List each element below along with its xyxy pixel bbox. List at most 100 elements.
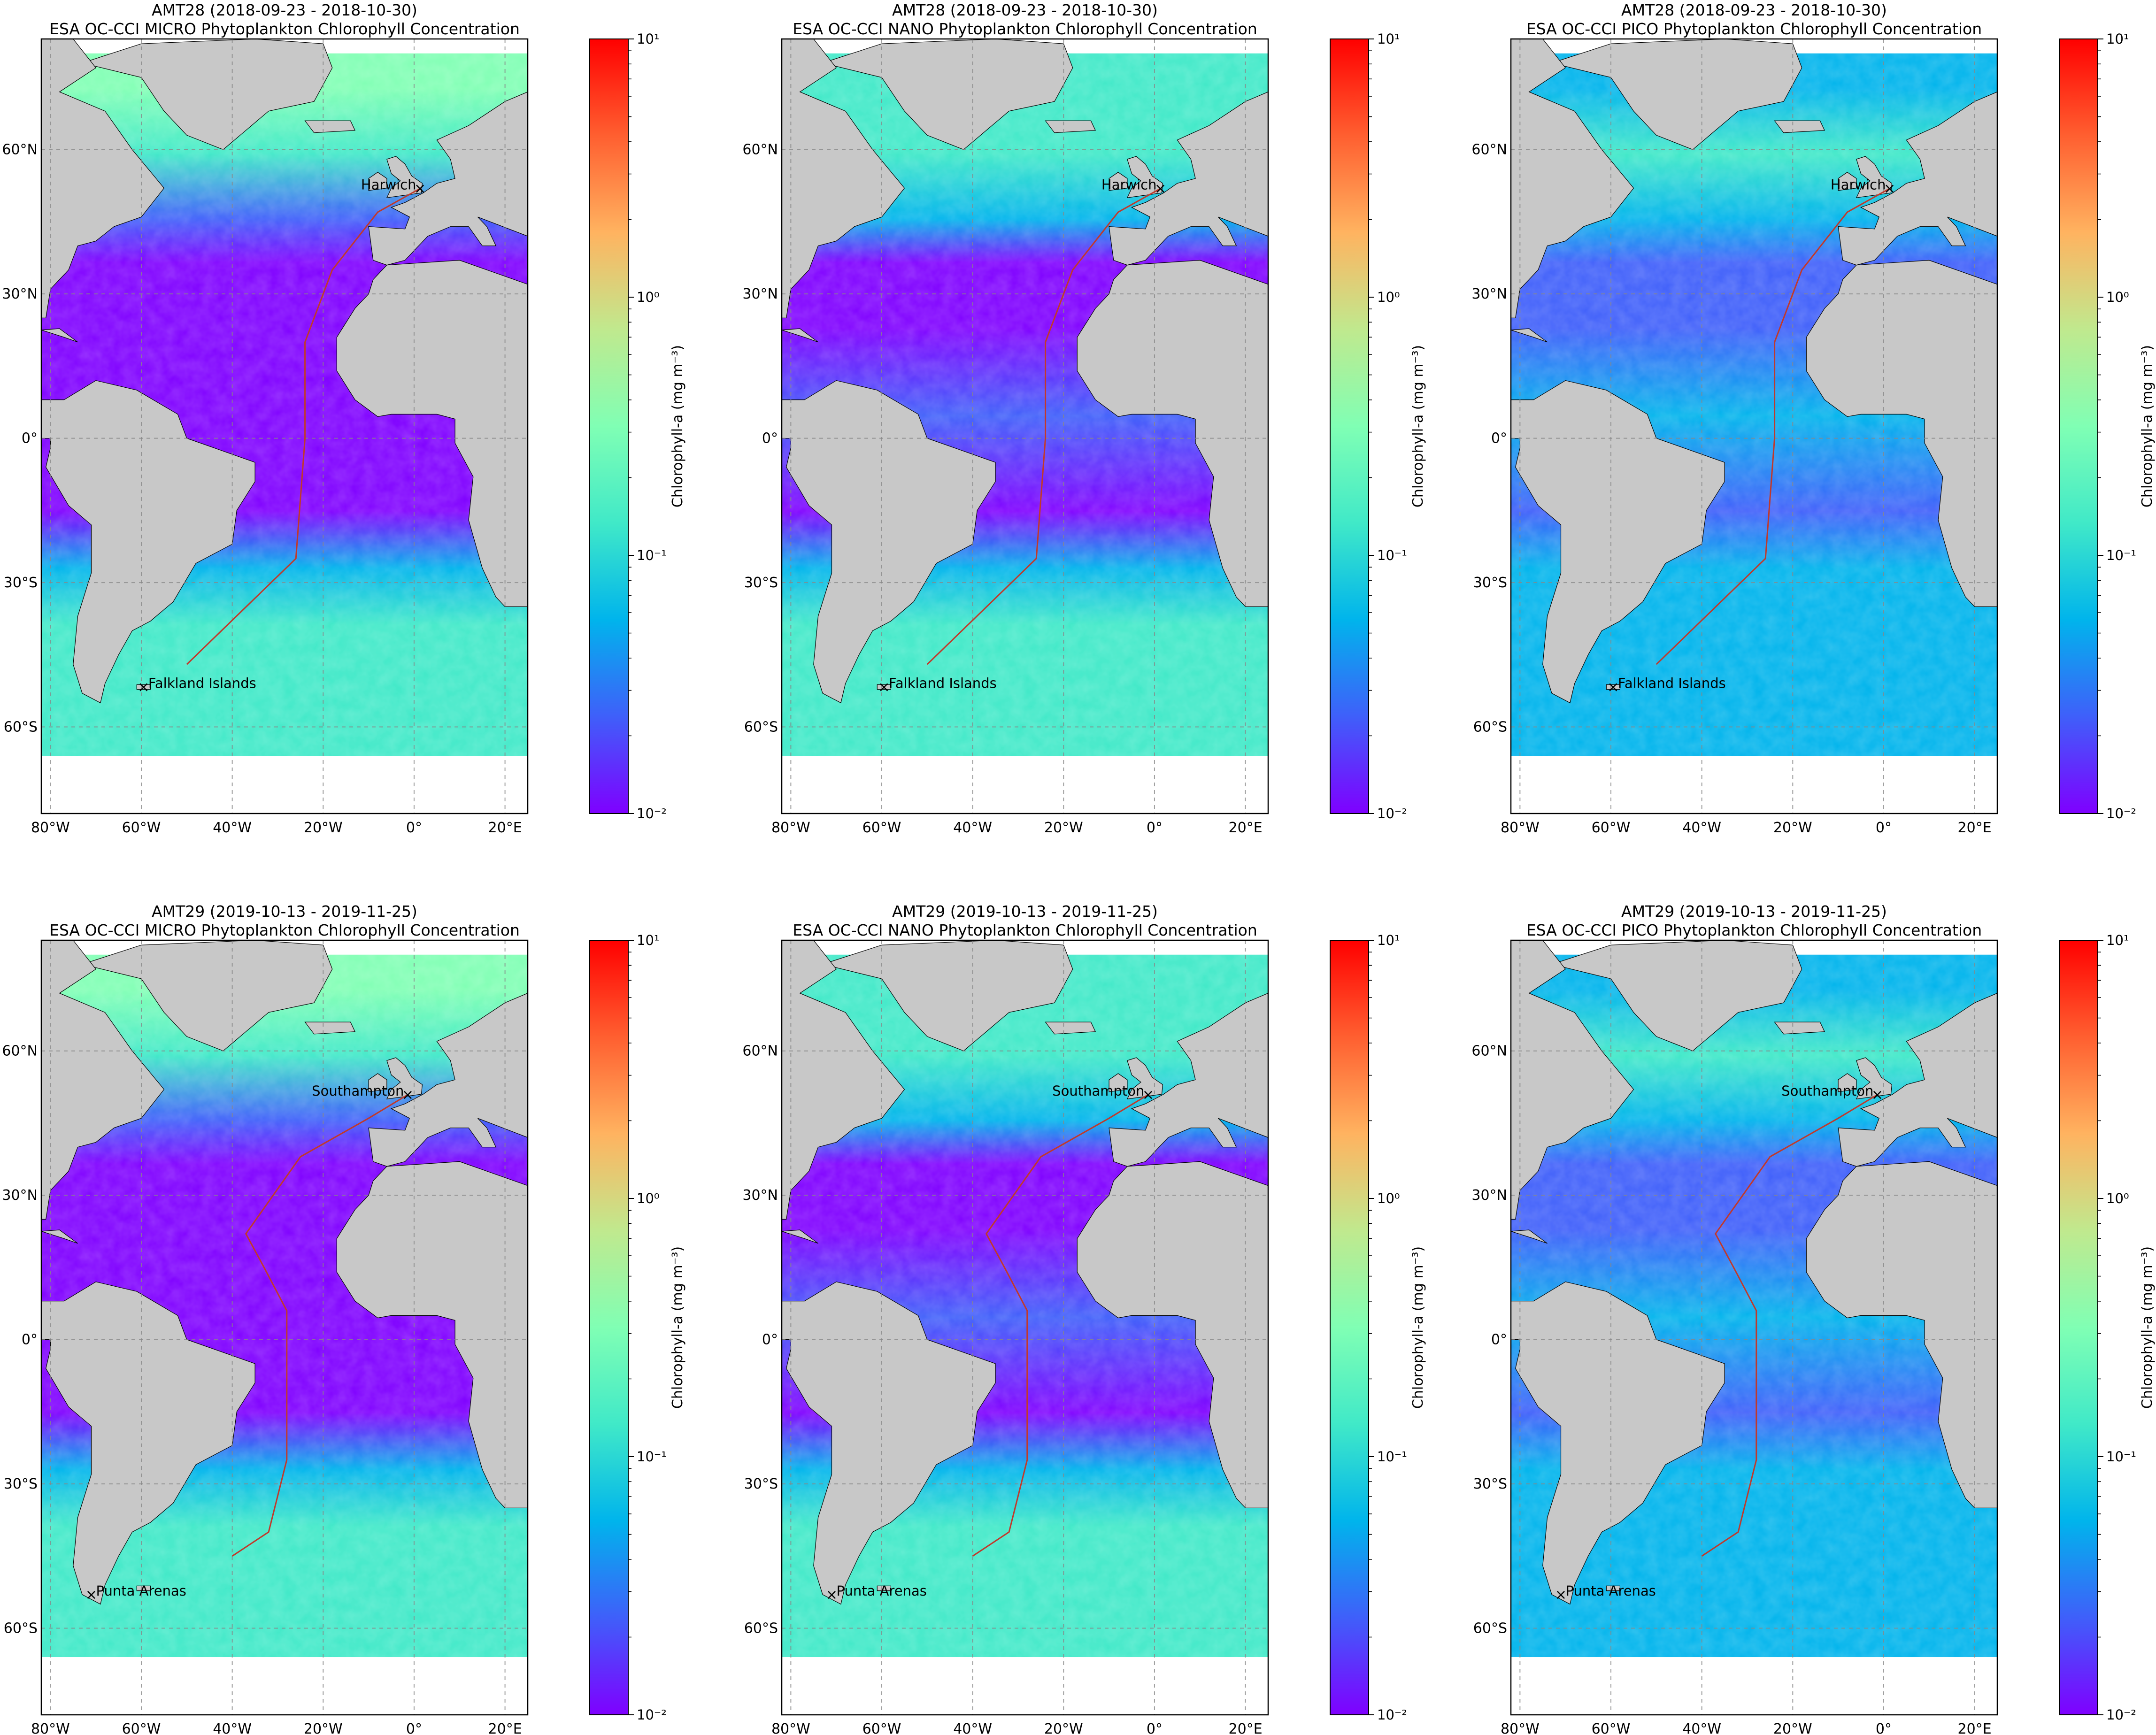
port-north-label: Harwich	[1101, 177, 1157, 193]
landmass-falklands	[1606, 684, 1620, 690]
colorbar-tick-label: 10⁻²	[637, 1707, 667, 1723]
map-area: ×Harwich×Falkland Islands	[41, 39, 528, 814]
cruise-track	[1701, 1094, 1878, 1557]
colorbar-tick-label: 10¹	[1377, 31, 1400, 47]
panel-title-line2: ESA OC-CCI PICO Phytoplankton Chlorophyl…	[1526, 20, 1982, 38]
landmass-iceland	[1774, 120, 1825, 133]
landmass-europe	[1109, 993, 1268, 1167]
map-area: ×Southampton×Punta Arenas	[1511, 940, 1997, 1715]
lon-tick-label: 60°W	[122, 1721, 161, 1735]
port-south-marker: ×	[878, 679, 890, 695]
landmass-africa	[1806, 1161, 1997, 1508]
lon-tick-label: 20°W	[1044, 1721, 1083, 1735]
landmass-europe	[1838, 92, 1997, 266]
map-frame	[40, 939, 529, 1716]
lon-tick-label: 20°W	[1773, 1721, 1812, 1735]
landmass-falklands	[136, 684, 151, 690]
panel-title-line1: AMT29 (2019-10-13 - 2019-11-25)	[1621, 902, 1887, 921]
landmass-southAmerica	[1511, 380, 1725, 704]
colorbar-tick-label: 10⁰	[1377, 289, 1400, 305]
colorbar-tick-label: 10¹	[2106, 932, 2129, 948]
landmass-northAmerica	[41, 39, 165, 318]
colorbar-tick-label: 10⁻²	[2106, 1707, 2136, 1723]
lat-tick-label: 0°	[22, 430, 38, 447]
map-panel: AMT28 (2018-09-23 - 2018-10-30)ESA OC-CC…	[742, 1, 1426, 836]
panel-title-line1: AMT28 (2018-09-23 - 2018-10-30)	[1621, 1, 1887, 19]
lat-tick-label: 60°S	[4, 1620, 38, 1637]
landmass-iceland	[1045, 1021, 1096, 1035]
lat-tick-label: 60°N	[1471, 142, 1507, 158]
lat-tick-label: 30°S	[4, 575, 38, 591]
cruise-track	[186, 188, 421, 665]
lon-tick-label: 20°E	[488, 820, 522, 836]
lon-tick-label: 20°E	[1958, 820, 1992, 836]
map-frame	[781, 38, 1269, 814]
landmass-southAmerica	[41, 1281, 255, 1605]
port-south-marker: ×	[1555, 1587, 1567, 1603]
colorbar: 10⁻² 10⁻¹ 10⁰ 10¹ Chlorophyll-a (mg m⁻³)	[589, 31, 686, 821]
landmass-ireland	[1109, 1073, 1128, 1092]
lat-tick-label: 30°S	[4, 1476, 38, 1492]
landmass-ireland	[368, 172, 387, 191]
port-south-label: Falkland Islands	[148, 675, 256, 691]
colorbar-tick-label: 10⁻¹	[637, 547, 667, 563]
lon-tick-label: 40°W	[953, 1721, 992, 1735]
landmass-northAmerica	[1511, 39, 1634, 318]
landmass-europe	[1838, 993, 1997, 1167]
lon-tick-label: 60°W	[862, 1721, 901, 1735]
lat-tick-label: 60°S	[1473, 1620, 1507, 1637]
panel-title-line1: AMT28 (2018-09-23 - 2018-10-30)	[152, 1, 417, 19]
lat-tick-label: 0°	[22, 1332, 38, 1348]
landmass-greenland	[81, 39, 333, 150]
colorbar: 10⁻² 10⁻¹ 10⁰ 10¹ Chlorophyll-a (mg m⁻³)	[1330, 31, 1426, 821]
landmass-africa	[336, 260, 528, 607]
landmass-northAmerica	[1511, 940, 1634, 1220]
landmass-iceland	[304, 1021, 356, 1035]
lon-tick-label: 0°	[1147, 820, 1163, 836]
landmass-southAmerica	[782, 380, 996, 704]
lon-tick-label: 0°	[406, 820, 422, 836]
cruise-track	[231, 1094, 408, 1557]
landmass-northAmerica	[782, 940, 905, 1220]
lat-tick-label: 0°	[1491, 430, 1507, 447]
panel-title-line2: ESA OC-CCI NANO Phytoplankton Chlorophyl…	[793, 20, 1257, 38]
lon-tick-label: 60°W	[1592, 820, 1631, 836]
lat-tick-label: 30°S	[744, 1476, 778, 1492]
landmass-europe	[368, 92, 528, 266]
port-south-marker: ×	[826, 1587, 838, 1603]
landmass-falklands	[136, 1585, 151, 1591]
panel-title-line2: ESA OC-CCI MICRO Phytoplankton Chlorophy…	[49, 921, 520, 939]
colorbar-tick-label: 10⁰	[1377, 1190, 1400, 1206]
lon-tick-label: 80°W	[771, 1721, 810, 1735]
lat-tick-label: 30°N	[2, 286, 38, 302]
port-north-label: Southampton	[1781, 1083, 1873, 1099]
landmass-europe	[368, 993, 528, 1167]
map-panel: AMT29 (2019-10-13 - 2019-11-25)ESA OC-CC…	[1471, 902, 2156, 1735]
lat-tick-label: 30°S	[1473, 1476, 1507, 1492]
landmass-falklands	[877, 1585, 891, 1591]
lon-tick-label: 60°W	[122, 820, 161, 836]
cruise-track	[926, 188, 1161, 665]
port-north-label: Harwich	[1831, 177, 1886, 193]
colorbar-tick-label: 10⁻²	[1377, 806, 1407, 821]
colorbar-gradient	[1330, 940, 1369, 1715]
port-south-label: Falkland Islands	[1618, 675, 1726, 691]
lon-tick-label: 80°W	[1501, 820, 1540, 836]
map-panel: AMT29 (2019-10-13 - 2019-11-25)ESA OC-CC…	[2, 902, 686, 1735]
lat-tick-label: 0°	[1491, 1332, 1507, 1348]
landmass-southAmerica	[41, 380, 255, 704]
port-north-marker: ×	[414, 181, 426, 197]
port-south-marker: ×	[1607, 679, 1619, 695]
landmass-britain	[1126, 1057, 1163, 1099]
landmass-northAmerica	[782, 39, 905, 318]
port-south-label: Punta Arenas	[96, 1583, 186, 1599]
colorbar-tick-label: 10⁰	[2106, 1190, 2129, 1206]
port-north-marker: ×	[1884, 181, 1895, 197]
lon-tick-label: 20°E	[488, 1721, 522, 1735]
lat-tick-label: 30°N	[742, 1187, 778, 1204]
landmass-greenland	[821, 39, 1073, 150]
colorbar-label: Chlorophyll-a (mg m⁻³)	[670, 1246, 686, 1409]
colorbar-tick-label: 10⁻¹	[1377, 1449, 1407, 1465]
landmass-ireland	[368, 1073, 387, 1092]
lat-tick-label: 60°S	[1473, 719, 1507, 736]
